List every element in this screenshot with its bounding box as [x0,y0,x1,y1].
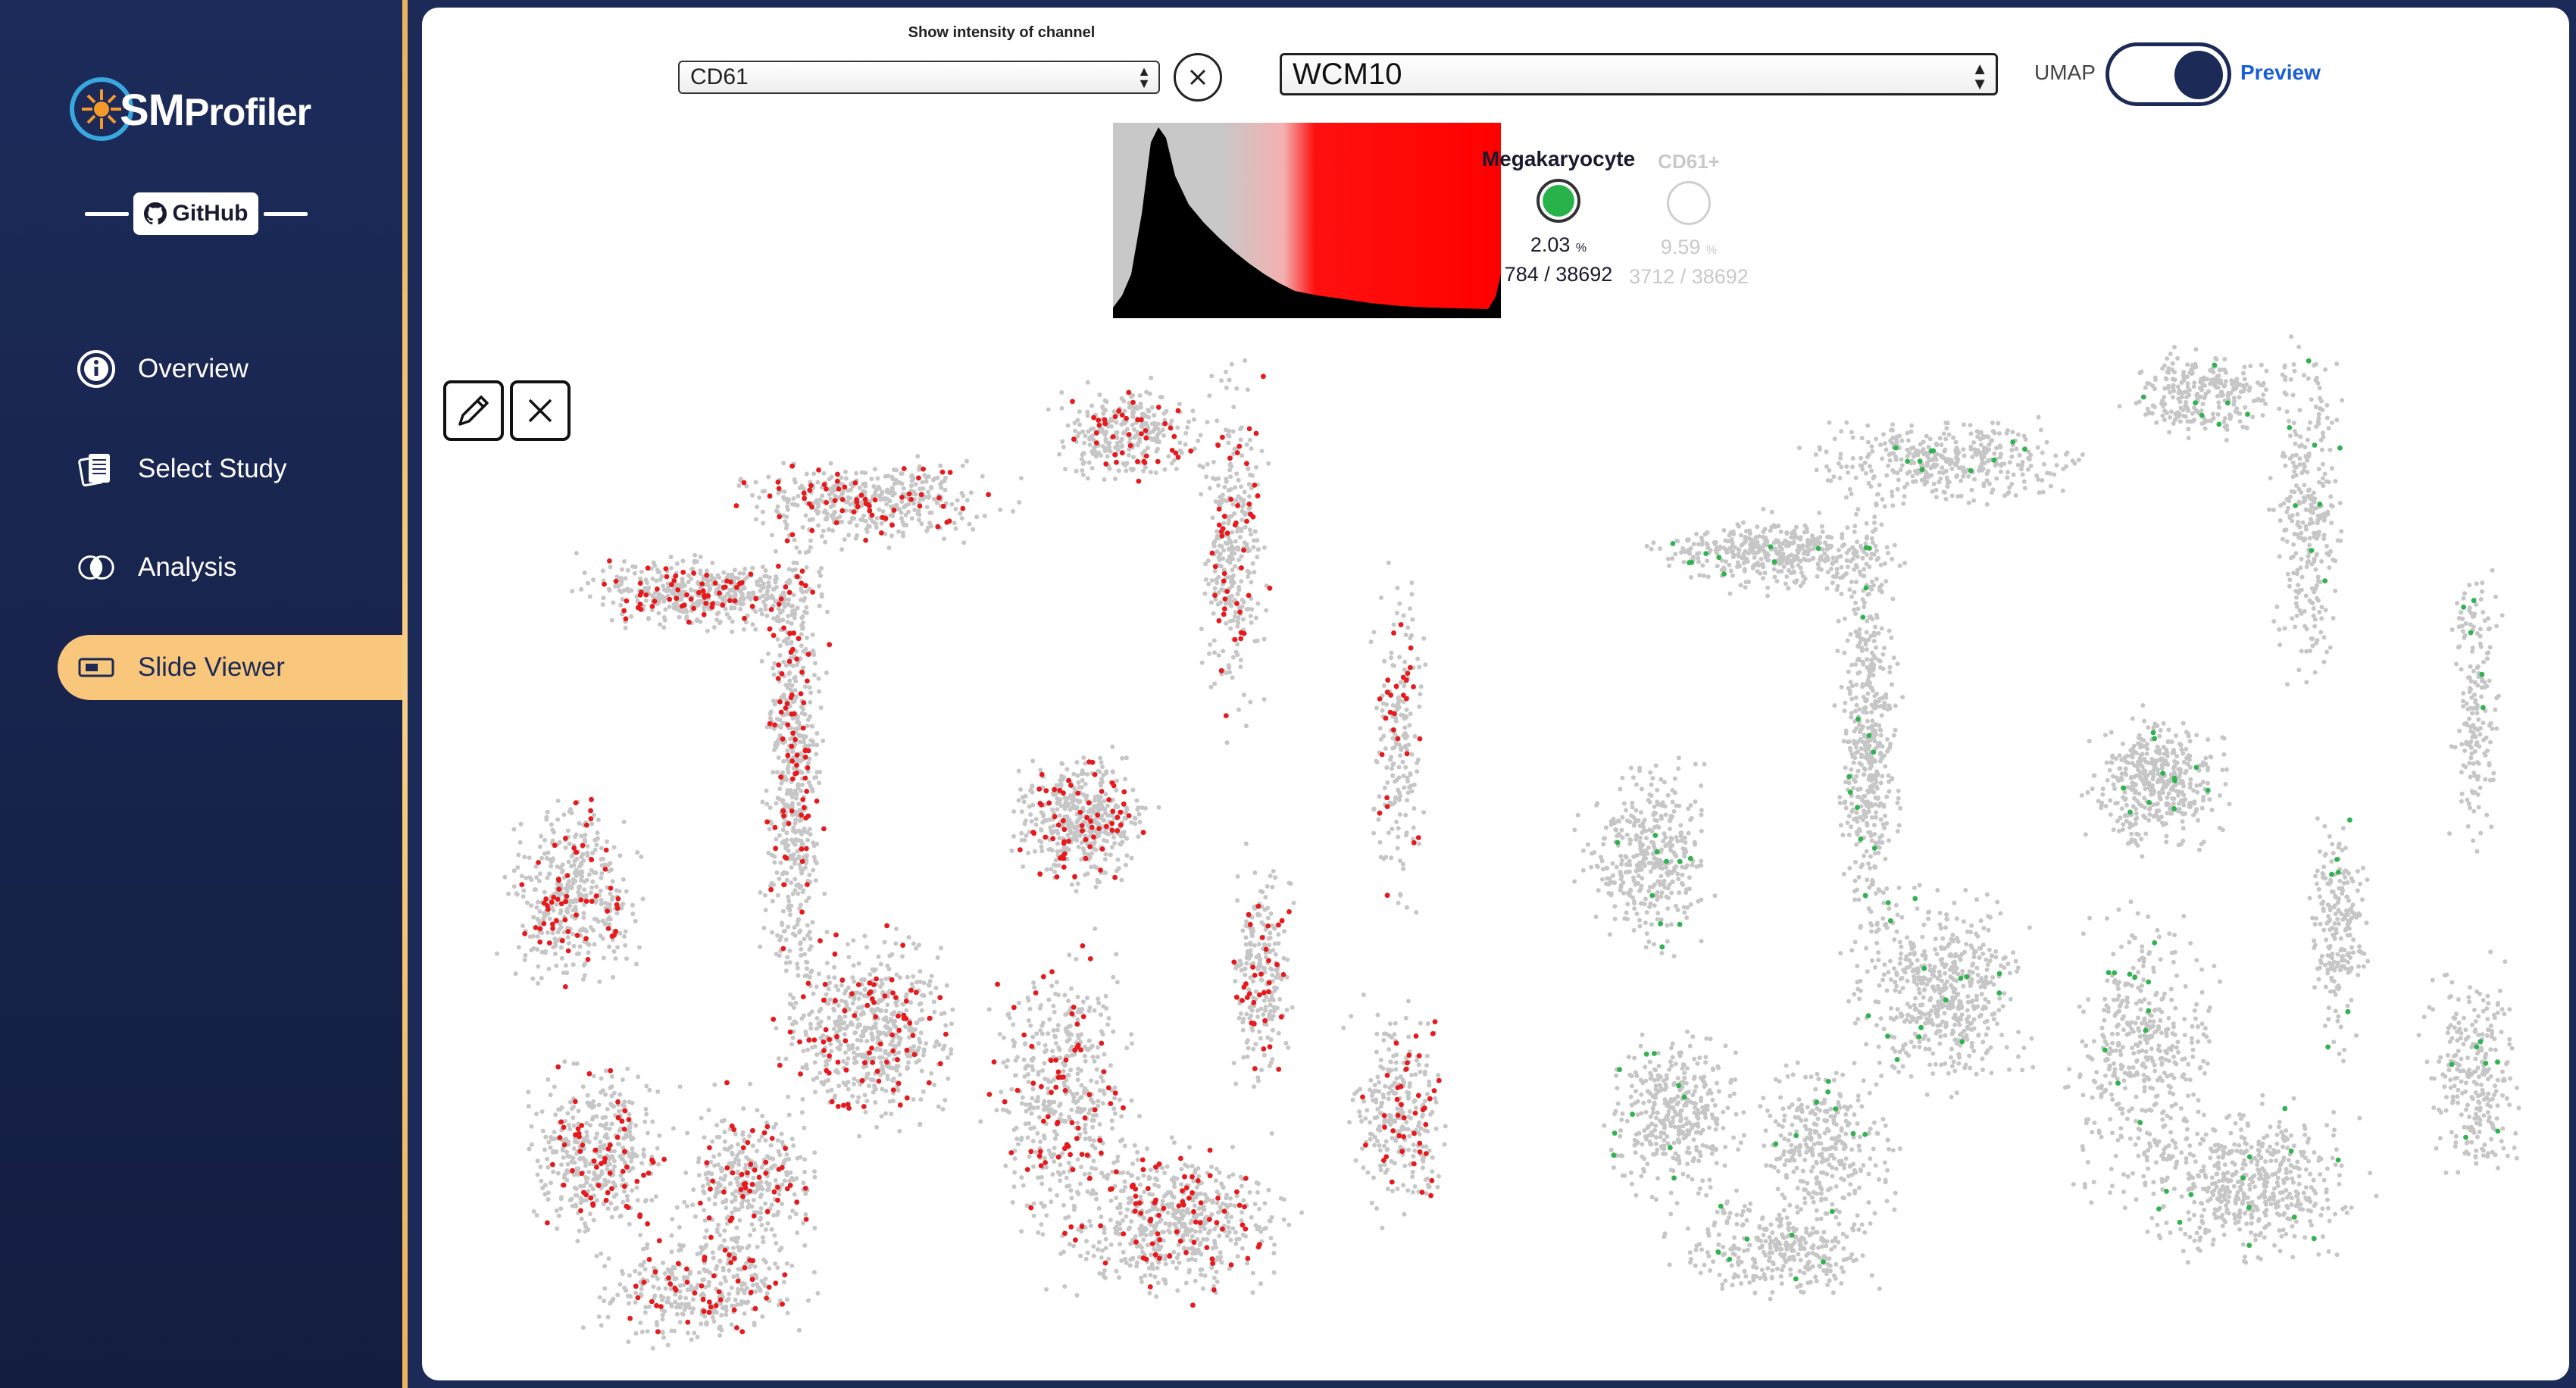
draw-region-button[interactable] [443,380,504,441]
close-icon [528,399,552,423]
sidebar-item-analysis[interactable]: Analysis [58,535,402,600]
legend-percent-row: 9.59 % [1583,236,1795,259]
sidebar-item-select-study[interactable]: Select Study [58,436,402,502]
histogram-curve [1113,127,1501,318]
main-panel: Show intensity of channel CD61 ▲ ▼ WCM10 … [422,8,2569,1380]
legend-percent-row: 2.03 % [1452,233,1665,257]
channel-select[interactable]: CD61 ▲ ▼ [678,61,1160,94]
legend-swatch-unselected[interactable] [1667,181,1711,225]
legend-unit: % [1575,242,1587,255]
app-logo[interactable]: SMProfiler [70,76,342,152]
cell-scatter [1572,334,2521,1302]
github-button[interactable]: GitHub [133,192,258,235]
github-icon [143,202,167,225]
logo-text: SMProfiler [120,85,311,136]
pencil-icon [458,395,489,426]
slide-icon [76,647,117,688]
select-arrows-icon: ▲ ▼ [1971,59,1988,93]
clear-region-button[interactable] [510,380,571,441]
logo-text-rest: Profiler [184,91,311,133]
slide-intensity-view[interactable] [475,350,1566,1380]
slide-phenotype-view[interactable] [1490,326,2566,1371]
divider-right [264,212,308,216]
clear-channel-button[interactable] [1174,53,1222,102]
sidebar-item-label: Overview [138,354,249,383]
sample-select-value: WCM10 [1293,58,1402,91]
sidebar-item-label: Slide Viewer [138,652,285,682]
umap-label: UMAP [2034,61,2096,84]
logo-text-bold: SM [120,86,185,135]
legend-count: 3712 / 38692 [1629,265,1749,288]
intensity-histogram[interactable] [1113,123,1501,318]
legend-count: 784 / 38692 [1504,263,1613,286]
sidebar-item-label: Analysis [138,552,237,582]
close-icon [1190,69,1206,86]
legend-name: Megakaryocyte [1481,147,1636,170]
cell-scatter [495,358,1448,1351]
legend-megakaryocyte[interactable]: Megakaryocyte 2.03 % 784 / 38692 [1452,147,1665,286]
sample-select[interactable]: WCM10 ▲ ▼ [1280,53,1998,95]
legend-swatch-selected[interactable] [1537,179,1580,223]
sidebar: SMProfiler GitHub Overview Select Study … [0,0,408,1388]
documents-icon [76,449,117,489]
legend-name: CD61+ [1658,150,1720,173]
sidebar-item-slide-viewer[interactable]: Slide Viewer [58,635,402,700]
sidebar-item-overview[interactable]: Overview [58,336,402,402]
legend-cd61[interactable]: CD61+ 9.59 % 3712 / 38692 [1583,150,1795,289]
drawing-tools [443,380,571,441]
divider-left [85,212,129,216]
select-arrows-icon: ▲ ▼ [1137,64,1151,91]
umap-preview-toggle[interactable] [2106,42,2231,106]
legend-unit: % [1705,244,1718,257]
channel-select-value: CD61 [690,64,749,89]
sidebar-item-label: Select Study [138,454,287,483]
sidebar-edge [402,0,408,1388]
info-icon [76,349,117,389]
logo-emblem [70,77,133,141]
github-label: GitHub [172,201,249,226]
preview-label[interactable]: Preview [2240,61,2321,84]
venn-icon [76,547,117,588]
github-row: GitHub [85,192,308,235]
channel-label: Show intensity of channel [908,24,1096,41]
legend-percent: 2.03 [1530,233,1571,256]
legend-percent: 9.59 [1660,236,1701,258]
toggle-knob [2174,51,2223,99]
